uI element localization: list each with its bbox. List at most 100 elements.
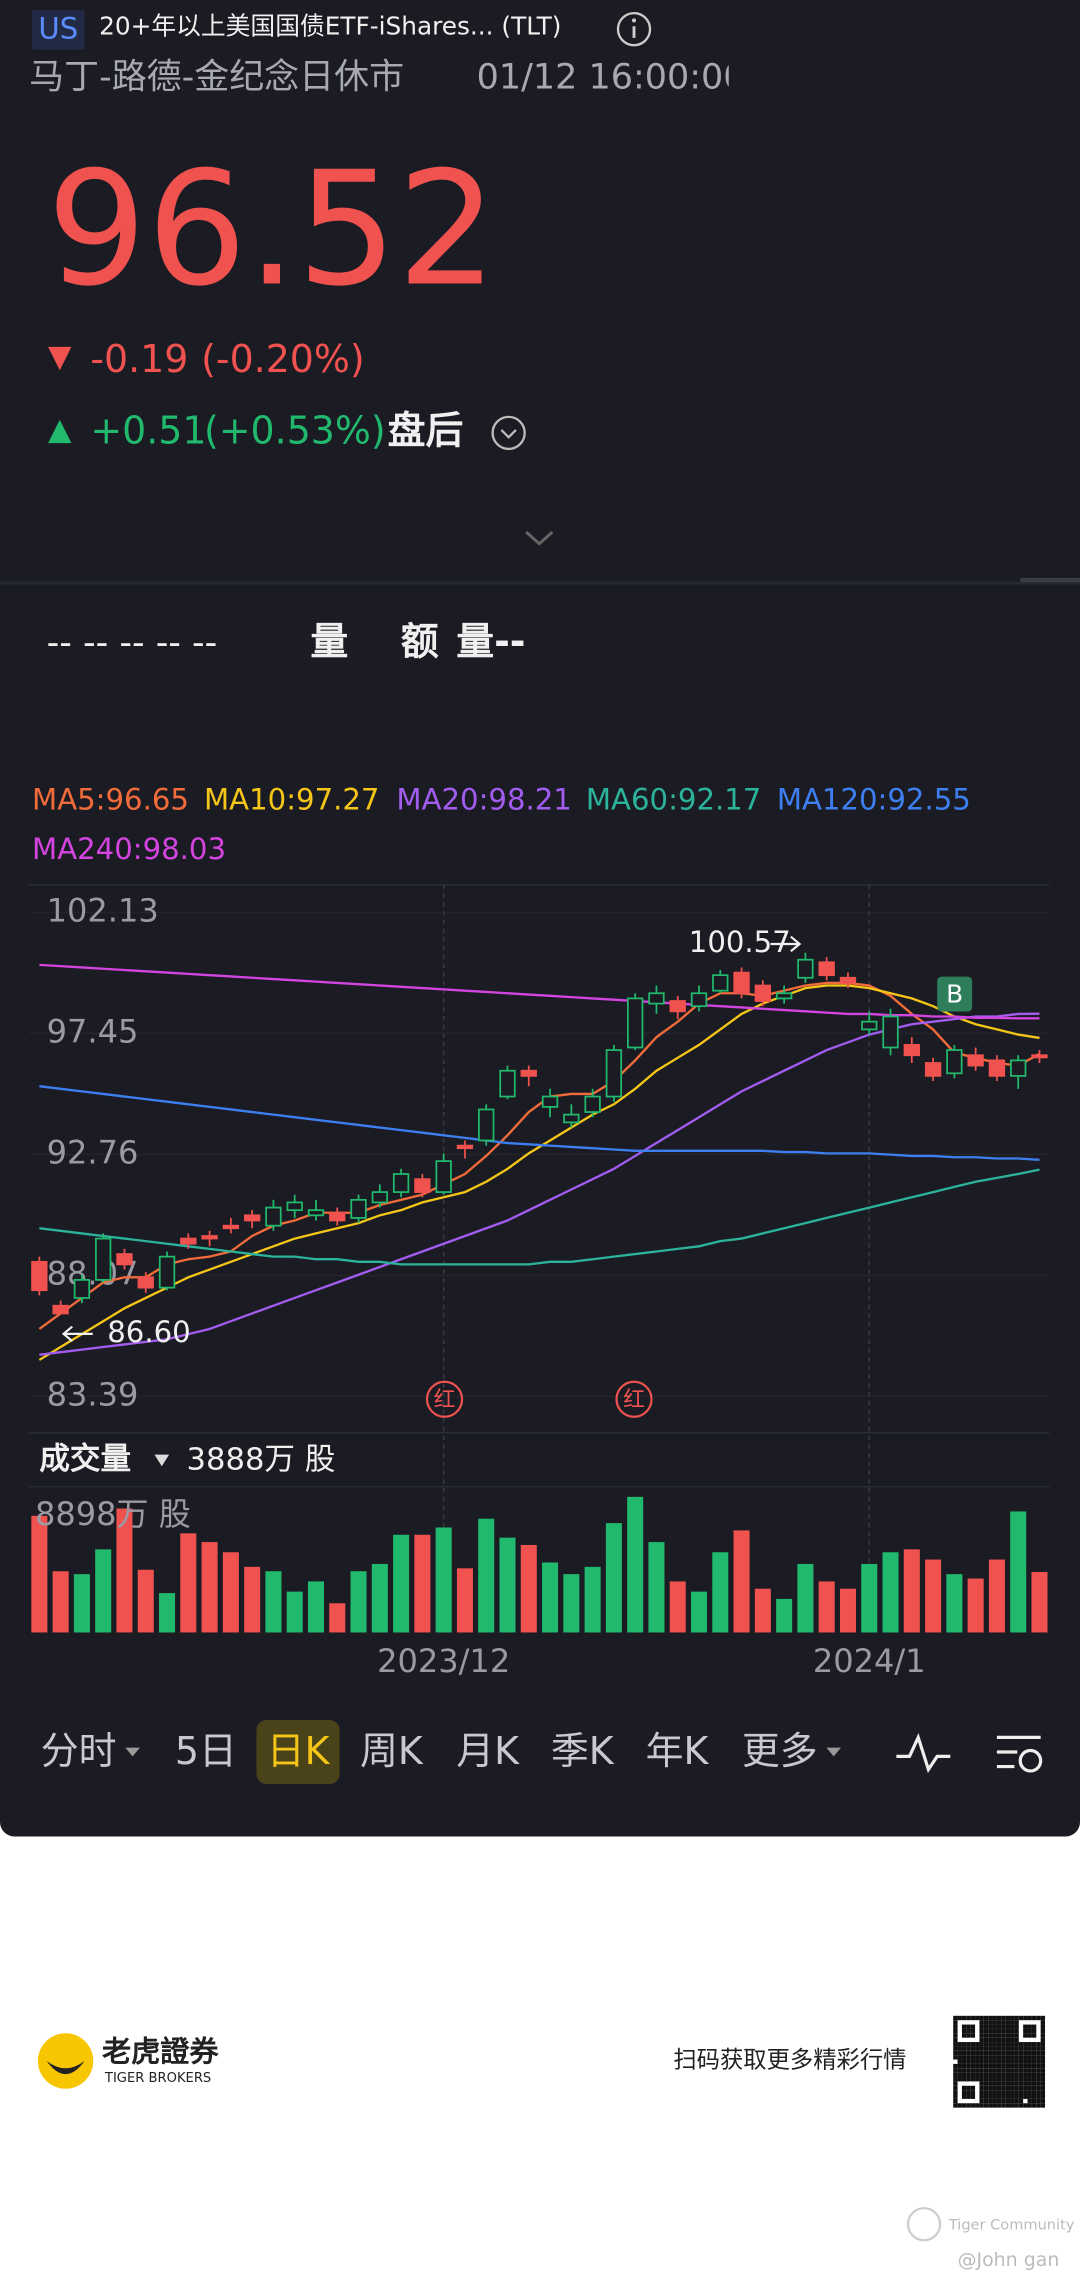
qr-cell	[988, 2059, 993, 2064]
indicator-icon[interactable]	[896, 1732, 951, 1774]
signal-text: 红	[434, 1388, 456, 1413]
qr-cell	[961, 2072, 967, 2078]
qr-cell	[970, 2094, 976, 2099]
volume-bar	[988, 1559, 1005, 1633]
qr-cell	[953, 2081, 958, 2086]
qr-cell	[961, 2094, 967, 2099]
volume-bar	[456, 1568, 473, 1633]
qr-cell	[1040, 2037, 1046, 2043]
qr-cell	[983, 2055, 989, 2060]
qr-cell	[1005, 2050, 1011, 2056]
qr-cell	[1018, 2046, 1024, 2051]
qr-cell	[961, 2015, 967, 2021]
qr-cell	[983, 2068, 989, 2073]
tab[interactable]: 日K	[267, 1729, 331, 1773]
qr-cell	[979, 2033, 984, 2038]
qr-cell	[979, 2042, 984, 2047]
expand-chevron[interactable]	[525, 530, 554, 546]
candle-body	[371, 1191, 388, 1204]
qr-cell	[1001, 2085, 1006, 2091]
qr-cell	[975, 2063, 980, 2069]
qr-cell	[953, 2046, 958, 2051]
volume-bar	[73, 1574, 90, 1633]
qr-cell	[988, 2046, 993, 2051]
qr-cell	[1010, 2037, 1015, 2043]
high-arrow	[770, 935, 802, 953]
qr-cell	[1031, 2103, 1037, 2108]
qr-cell	[1014, 2055, 1019, 2060]
qr-cell	[1018, 2015, 1024, 2021]
qr-cell	[1010, 2050, 1015, 2056]
tab-dropdown	[826, 1747, 841, 1757]
qr-cell	[1018, 2077, 1024, 2082]
qr-cell	[1014, 2063, 1019, 2069]
qr-cell	[1027, 2081, 1032, 2086]
indicator[interactable]: 量	[310, 620, 348, 664]
volume-last-value: 3888	[187, 1442, 265, 1477]
volume-dropdown[interactable]	[154, 1454, 170, 1467]
candle-body	[201, 1235, 218, 1240]
qr-cell	[1040, 2085, 1046, 2091]
qr-cell	[988, 2085, 993, 2091]
indicator[interactable]: 量--	[456, 620, 525, 664]
candle-body	[222, 1224, 240, 1230]
qr-cell	[957, 2046, 962, 2051]
qr-cell	[988, 2020, 993, 2025]
tab[interactable]: 5日	[175, 1729, 237, 1773]
volume-bar	[754, 1588, 771, 1633]
volume-axis-max: 8898	[35, 1495, 117, 1533]
ma-line	[39, 1168, 1040, 1266]
qr-cell	[1010, 2081, 1015, 2086]
qr-cell	[970, 2046, 976, 2051]
qr-cell	[983, 2063, 989, 2069]
candle-body	[435, 1160, 452, 1193]
qr-cell	[1040, 2033, 1046, 2038]
info-icon-dot	[631, 18, 637, 23]
qr-cell	[1031, 2081, 1037, 2086]
qr-cell	[953, 2037, 958, 2043]
qr-cell	[1040, 2094, 1046, 2099]
qr-cell	[966, 2072, 971, 2078]
qr-cell	[1005, 2042, 1011, 2047]
volume-bar	[776, 1598, 793, 1633]
qr-cell	[961, 2046, 967, 2051]
qr-cell	[992, 2015, 997, 2021]
qr-cell	[983, 2015, 989, 2021]
tab[interactable]: 分时	[41, 1729, 117, 1773]
info-icon[interactable]	[616, 11, 652, 47]
volume-bar	[116, 1508, 133, 1633]
qr-cell	[1001, 2094, 1006, 2099]
candle-body	[797, 958, 814, 979]
qr-cell	[1027, 2103, 1032, 2108]
qr-cell	[1023, 2077, 1028, 2082]
qr-cell	[957, 2068, 962, 2073]
dropdown-icon[interactable]	[491, 415, 526, 451]
qr-cell	[1001, 2033, 1006, 2038]
tab[interactable]: 年K	[646, 1729, 710, 1773]
tab[interactable]: 月K	[456, 1729, 520, 1773]
tab[interactable]: 更多	[742, 1729, 818, 1773]
volume-bar	[478, 1518, 495, 1633]
legend-entry: MA120:92.55	[777, 783, 971, 817]
qr-cell	[983, 2098, 989, 2104]
indicator[interactable]: 额	[401, 620, 439, 664]
qr-cell	[1023, 2103, 1028, 2108]
volume-bar	[648, 1542, 665, 1633]
qr-cell	[957, 2042, 962, 2047]
legend-sep: :	[479, 783, 489, 817]
legend-value: 98.03	[143, 832, 226, 866]
y-tick-label: 83.39	[47, 1375, 139, 1413]
qr-cell	[970, 2028, 976, 2034]
qr-cell	[1014, 2050, 1019, 2056]
change-pct: (-0.20%)	[201, 337, 365, 381]
qr-cell	[1005, 2046, 1011, 2051]
qr-cell	[953, 2077, 958, 2082]
tab[interactable]: 季K	[551, 1729, 615, 1773]
qr-cell	[957, 2072, 962, 2078]
tab[interactable]: 周K	[360, 1729, 424, 1773]
qr-cell	[1005, 2077, 1011, 2082]
qr-cell	[961, 2055, 967, 2060]
signal-badge	[425, 1380, 464, 1418]
qr-cell	[979, 2015, 984, 2021]
qr-cell	[1027, 2033, 1032, 2038]
